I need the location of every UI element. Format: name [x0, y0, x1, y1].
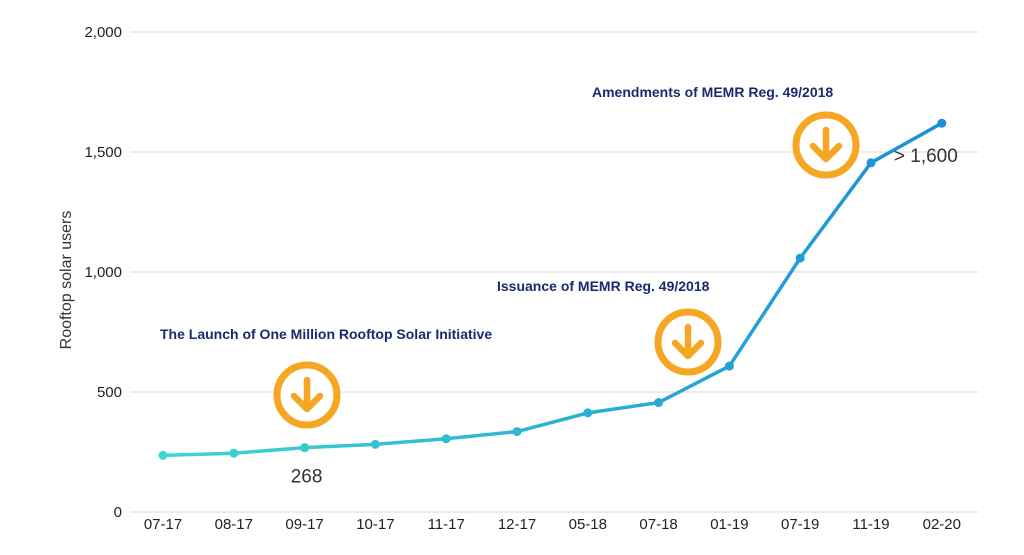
data-labels: 268 > 1,600	[291, 146, 958, 487]
y-tick-label: 500	[97, 384, 122, 401]
y-tick-label: 1,500	[84, 144, 122, 161]
x-tick-label: 05-18	[569, 516, 607, 533]
data-point	[866, 158, 876, 168]
y-axis-ticks: 0 500 1,000 1,500 2,000	[84, 24, 122, 521]
arrow-down-circle-icon	[273, 361, 341, 429]
data-point	[512, 427, 522, 437]
annotation-label: Amendments of MEMR Reg. 49/2018	[592, 84, 833, 100]
data-point	[724, 361, 734, 371]
arrow-down-circle-icon	[654, 308, 722, 376]
data-label: 268	[291, 467, 323, 488]
y-axis-label: Rooftop solar users	[58, 211, 75, 350]
x-tick-label: 01-19	[710, 516, 748, 533]
data-point	[229, 448, 239, 458]
annotations: The Launch of One Million Rooftop Solar …	[160, 84, 860, 429]
annotation-label: Issuance of MEMR Reg. 49/2018	[497, 278, 710, 294]
data-point	[158, 450, 168, 460]
annotation-label: The Launch of One Million Rooftop Solar …	[160, 326, 492, 342]
x-tick-label: 09-17	[285, 516, 323, 533]
y-tick-label: 1,000	[84, 264, 122, 281]
x-tick-label: 12-17	[498, 516, 536, 533]
y-tick-label: 2,000	[84, 24, 122, 41]
data-point	[441, 434, 451, 444]
y-tick-label: 0	[114, 504, 122, 521]
data-point	[654, 398, 664, 408]
x-tick-label: 07-18	[639, 516, 677, 533]
x-tick-label: 08-17	[215, 516, 253, 533]
annotation: Amendments of MEMR Reg. 49/2018	[592, 84, 860, 179]
gridlines	[130, 31, 978, 513]
x-tick-label: 02-20	[923, 516, 961, 533]
x-tick-label: 07-17	[144, 516, 182, 533]
x-axis-ticks: 07-17 08-17 09-17 10-17 11-17 12-17 05-18 07-18…	[144, 516, 961, 533]
data-point	[583, 408, 593, 418]
x-tick-label: 07-19	[781, 516, 819, 533]
data-point	[795, 253, 805, 263]
arrow-down-circle-icon	[792, 111, 860, 179]
data-point	[300, 443, 310, 453]
data-label: > 1,600	[894, 146, 958, 167]
annotation: Issuance of MEMR Reg. 49/2018	[497, 278, 722, 376]
x-tick-label: 11-17	[428, 516, 465, 533]
series-rooftop-solar-users	[158, 118, 947, 460]
x-tick-label: 11-19	[852, 516, 889, 533]
annotation: The Launch of One Million Rooftop Solar …	[160, 326, 492, 429]
data-point	[937, 118, 947, 128]
series-line	[161, 121, 944, 458]
data-point	[370, 439, 380, 449]
x-tick-label: 10-17	[356, 516, 394, 533]
